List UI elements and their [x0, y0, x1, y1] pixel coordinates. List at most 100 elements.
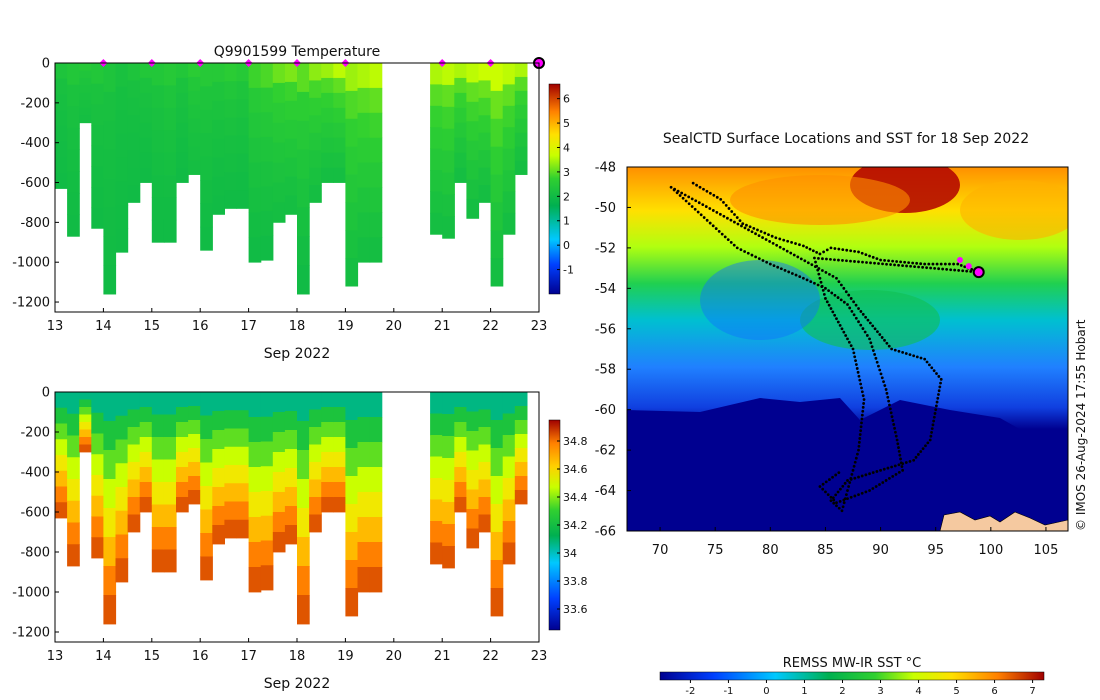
track-point — [869, 261, 872, 265]
track-point — [897, 449, 901, 453]
salinity-cell — [514, 448, 528, 463]
track-point — [953, 268, 957, 272]
sst-colorbar-tick-label: 2 — [839, 686, 845, 697]
track-point — [915, 355, 919, 359]
y-tick-label: 0 — [42, 57, 50, 72]
track-point — [845, 259, 848, 263]
track-point — [708, 207, 712, 210]
temperature-cell — [212, 63, 225, 83]
track-point — [726, 238, 730, 242]
salinity-cell — [345, 588, 359, 617]
track-point — [792, 253, 796, 257]
temperature-cell — [67, 127, 80, 151]
temperature-title: Q9901599 Temperature — [214, 44, 381, 60]
temperature-cell — [163, 219, 177, 243]
track-point — [849, 259, 852, 263]
salinity-cell — [55, 423, 68, 440]
x-tick-label: 22 — [482, 649, 499, 664]
salinity-cell — [430, 392, 443, 414]
track-point — [675, 191, 679, 195]
salinity-cell — [260, 565, 274, 591]
salinity-cell — [369, 392, 383, 418]
track-point — [768, 240, 772, 243]
temperature-cell — [103, 265, 117, 295]
track-point — [901, 350, 905, 354]
salinity-cell — [321, 467, 334, 483]
track-point — [858, 378, 862, 382]
salinity-cell — [454, 482, 467, 498]
temperature-colorbar-ticks: -1 0 1 2 3 4 5 6 — [557, 93, 574, 277]
track-point — [858, 433, 862, 436]
track-point — [723, 235, 727, 239]
salinity-cell — [200, 509, 213, 534]
temperature-cell — [200, 156, 213, 181]
salinity-cell — [115, 534, 129, 559]
salinity-cell — [490, 476, 504, 505]
track-point — [897, 263, 900, 267]
credit-text: © IMOS 26-Aug-2024 17:55 Hobart — [1074, 319, 1088, 531]
track-point — [778, 245, 782, 249]
salinity-cell — [321, 407, 334, 423]
track-point — [945, 267, 949, 271]
temperature-cell — [514, 90, 528, 106]
track-point — [798, 243, 801, 247]
track-point — [854, 303, 858, 307]
temperature-cell — [79, 92, 92, 101]
temperature-cell — [176, 122, 189, 139]
track-point — [923, 357, 927, 361]
salinity-cell — [284, 506, 298, 526]
temperature-cell — [248, 87, 262, 114]
temperature-cell — [502, 170, 516, 192]
temperature-cell — [260, 112, 274, 138]
track-point — [861, 260, 864, 264]
track-point — [931, 423, 935, 427]
y-tick-label: -400 — [20, 136, 50, 151]
temperature-cell — [272, 102, 286, 124]
salinity-cell — [139, 497, 153, 513]
salinity-cell — [345, 560, 359, 589]
temperature-cell — [115, 86, 129, 111]
salinity-cell — [284, 411, 298, 431]
track-point — [864, 315, 868, 319]
temperature-cell — [67, 106, 80, 129]
salinity-cell — [79, 429, 92, 438]
salinity-cell — [442, 546, 455, 569]
temperature-cell — [200, 133, 213, 158]
temperature-cell — [502, 63, 516, 85]
x-tick-label: 14 — [95, 649, 112, 664]
track-point — [904, 352, 908, 355]
track-point — [895, 438, 899, 442]
track-point — [824, 490, 827, 494]
temperature-cell — [151, 175, 165, 198]
salinity-cell — [103, 566, 117, 596]
salinity-cell — [151, 549, 165, 573]
salinity-cell — [55, 470, 68, 487]
track-point — [733, 213, 736, 216]
track-point — [767, 233, 770, 237]
track-point — [923, 262, 927, 266]
track-point — [871, 471, 875, 474]
track-point — [669, 185, 673, 189]
sst-colorbar-ticks: -2 -1 0 1 2 3 4 5 6 7 — [685, 680, 1036, 697]
track-point — [813, 256, 816, 260]
temperature-cell — [430, 191, 443, 214]
salinity-cell — [224, 428, 238, 448]
track-point — [879, 258, 882, 262]
salinity-cell — [490, 392, 504, 421]
temperature-cell — [357, 63, 371, 89]
track-point — [913, 265, 916, 269]
colorbar-tick-label: 6 — [563, 93, 570, 106]
salinity-cell — [478, 479, 492, 498]
track-point — [880, 336, 884, 339]
sst-cold-patch — [700, 260, 820, 340]
track-point — [860, 417, 864, 421]
temperature-cell — [442, 63, 455, 86]
temperature-cell — [478, 185, 492, 203]
temperature-cell — [357, 162, 371, 188]
temperature-cell — [151, 152, 165, 176]
track-point — [817, 256, 820, 260]
track-point — [956, 262, 960, 266]
salinity-cell — [79, 437, 92, 445]
track-point — [859, 382, 863, 386]
track-point — [770, 234, 774, 238]
